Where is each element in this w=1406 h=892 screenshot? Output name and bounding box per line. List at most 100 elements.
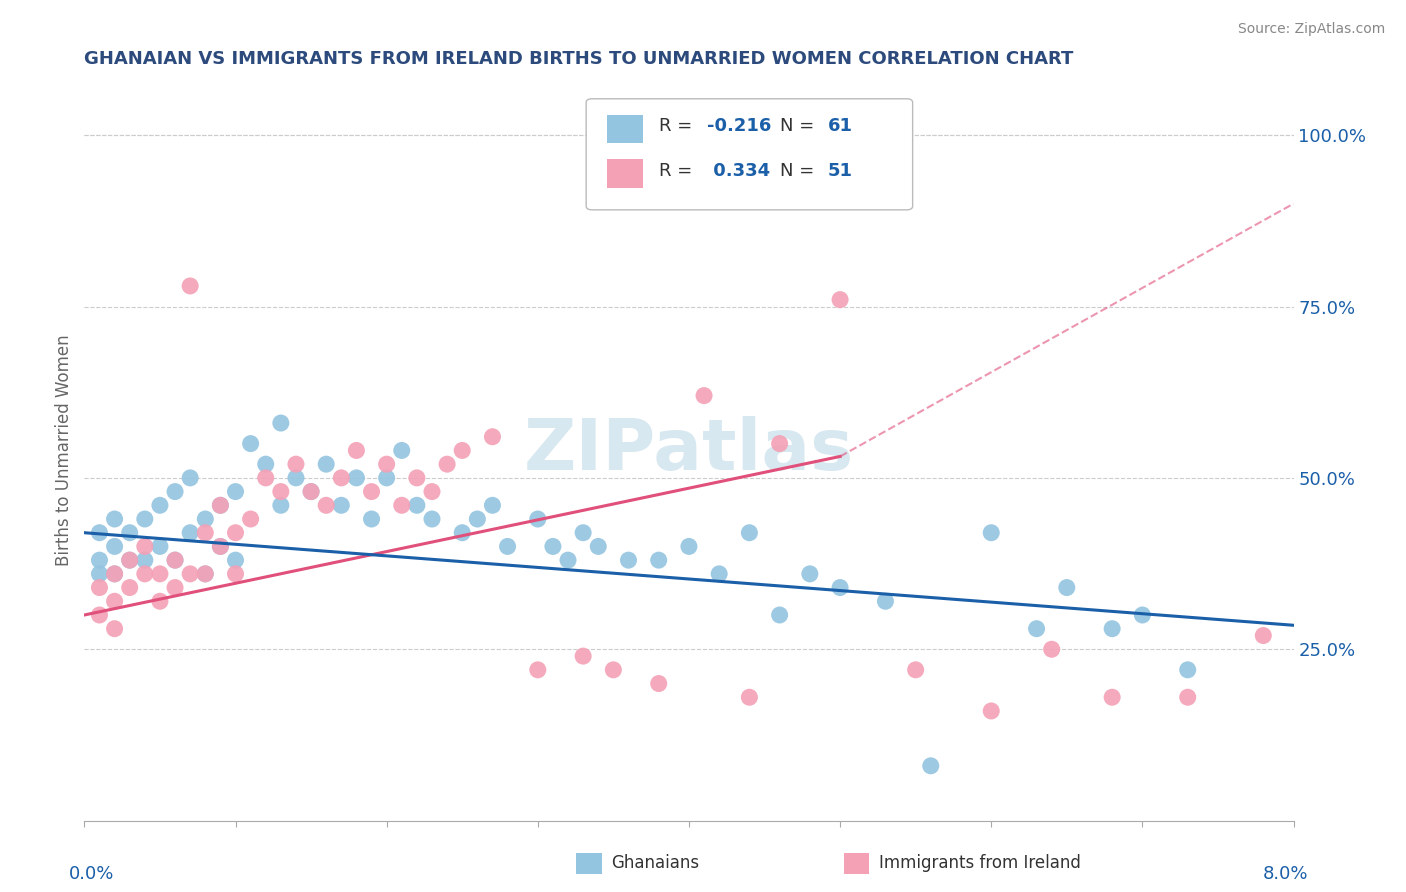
Point (285, 457, 308, 471)
Point (830, 293, 852, 307)
Point (194, 512, 217, 526)
Point (299, 484, 322, 499)
Point (209, 540, 232, 554)
Point (904, 663, 927, 677)
Point (799, 566, 821, 581)
Point (209, 540, 232, 554)
Bar (607, 160, 643, 187)
Text: N =: N = (780, 117, 820, 136)
Point (346, 471, 368, 485)
Point (104, 566, 127, 581)
Point (375, 471, 398, 485)
Point (270, 416, 292, 430)
Point (104, 540, 127, 554)
Point (89, 553, 111, 567)
Point (225, 525, 247, 540)
Point (118, 525, 141, 540)
Text: 8.0%: 8.0% (1263, 865, 1309, 883)
Point (693, 389, 716, 403)
Text: GHANAIAN VS IMMIGRANTS FROM IRELAND BIRTHS TO UNMARRIED WOMEN CORRELATION CHART: GHANAIAN VS IMMIGRANTS FROM IRELAND BIRT… (84, 50, 1074, 68)
Point (89, 581, 111, 595)
Point (118, 581, 141, 595)
Point (104, 566, 127, 581)
Point (179, 566, 201, 581)
Point (179, 471, 201, 485)
Point (165, 581, 187, 595)
Text: ZIPatlas: ZIPatlas (524, 416, 853, 485)
Point (225, 553, 247, 567)
Point (254, 457, 277, 471)
Point (346, 443, 368, 458)
Point (360, 512, 382, 526)
Point (360, 484, 382, 499)
Point (769, 436, 792, 450)
Point (194, 566, 217, 581)
Point (830, 581, 852, 595)
Point (104, 622, 127, 636)
Point (1025, 622, 1047, 636)
Text: Source: ZipAtlas.com: Source: ZipAtlas.com (1237, 22, 1385, 37)
Point (709, 566, 731, 581)
Point (134, 540, 156, 554)
Text: Ghanaians: Ghanaians (612, 855, 700, 872)
Text: N =: N = (780, 161, 820, 179)
Point (980, 525, 1002, 540)
Point (980, 704, 1002, 718)
Point (134, 566, 156, 581)
Point (134, 512, 156, 526)
Point (648, 553, 671, 567)
Point (436, 457, 458, 471)
Point (572, 649, 595, 664)
Point (89, 566, 111, 581)
Point (1101, 622, 1123, 636)
Point (451, 525, 474, 540)
Point (209, 498, 232, 512)
Point (209, 498, 232, 512)
Point (481, 498, 503, 512)
Point (315, 457, 337, 471)
Point (588, 540, 610, 554)
Point (406, 498, 429, 512)
Point (315, 498, 337, 512)
Point (330, 471, 353, 485)
Point (527, 663, 550, 677)
Point (194, 525, 217, 540)
Point (769, 607, 792, 622)
Point (572, 525, 595, 540)
Text: -0.216: -0.216 (707, 117, 772, 136)
Point (149, 498, 172, 512)
Y-axis label: Births to Unmarried Women: Births to Unmarried Women (55, 334, 73, 566)
Point (225, 566, 247, 581)
Point (134, 553, 156, 567)
Point (420, 512, 443, 526)
Point (391, 498, 413, 512)
Point (118, 553, 141, 567)
Point (1177, 663, 1199, 677)
Point (165, 553, 187, 567)
Point (920, 759, 942, 773)
Bar (607, 115, 643, 144)
Text: 61: 61 (828, 117, 853, 136)
Text: Immigrants from Ireland: Immigrants from Ireland (879, 855, 1081, 872)
Point (194, 566, 217, 581)
Point (118, 553, 141, 567)
Point (738, 525, 761, 540)
Point (239, 436, 262, 450)
Point (1253, 628, 1275, 642)
Point (467, 512, 489, 526)
FancyBboxPatch shape (586, 99, 912, 210)
Point (557, 553, 579, 567)
Point (527, 512, 550, 526)
Text: 0.334: 0.334 (707, 161, 770, 179)
Point (375, 457, 398, 471)
Point (165, 484, 187, 499)
Point (299, 484, 322, 499)
Text: 51: 51 (828, 161, 853, 179)
Point (1056, 581, 1078, 595)
Text: R =: R = (659, 161, 697, 179)
Point (1101, 690, 1123, 705)
Point (89, 607, 111, 622)
Point (149, 540, 172, 554)
Point (1132, 607, 1154, 622)
Point (239, 512, 262, 526)
